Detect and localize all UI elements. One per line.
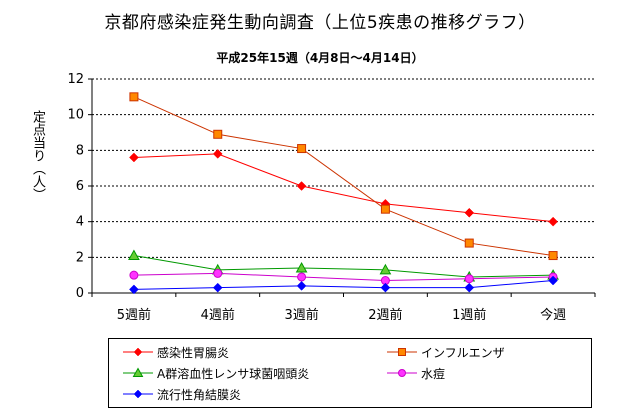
legend-swatch-icon [123, 389, 153, 399]
chart-subtitle: 平成25年15週（4月8日～4月14日） [216, 51, 424, 65]
legend-label: 流行性角結膜炎 [157, 387, 242, 402]
legend-item: インフルエンザ [387, 343, 505, 361]
y-tick-label: 4 [76, 215, 84, 230]
data-point [464, 274, 474, 284]
data-point [213, 129, 223, 139]
data-point [296, 281, 307, 291]
x-tick-label: 5週前 [117, 307, 151, 323]
legend-swatch-icon [123, 367, 153, 377]
data-point [129, 270, 139, 280]
data-point [380, 282, 391, 293]
data-point [548, 275, 558, 286]
legend-swatch-icon [123, 347, 153, 357]
y-axis-label: 定点当り（人） [30, 110, 45, 201]
legend-swatch-icon [387, 369, 417, 377]
data-point [464, 282, 475, 293]
y-tick-label: 2 [76, 250, 84, 265]
series-line [133, 153, 554, 223]
data-point [212, 149, 223, 159]
data-point [464, 238, 474, 248]
y-tick-label: 6 [76, 179, 84, 194]
series-line [133, 272, 554, 282]
legend-label: A群溶血性レンサ球菌咽頭炎 [157, 366, 310, 381]
data-point [128, 249, 140, 261]
data-point [548, 251, 558, 261]
legend-item: 流行性角結膜炎 [123, 385, 241, 403]
data-point [129, 92, 139, 102]
y-tick-label: 0 [76, 286, 84, 301]
legend-item: 水痘 [387, 364, 445, 382]
series-line [133, 96, 554, 257]
data-point [380, 204, 390, 214]
data-point [464, 207, 475, 218]
data-point [379, 263, 392, 275]
y-tick-label: 12 [67, 72, 84, 87]
legend-swatch-icon [387, 348, 417, 356]
series-line [133, 280, 554, 290]
chart-title: 京都府感染症発生動向調査（上位5疾患の推移グラフ） [104, 13, 536, 33]
y-tick-label: 8 [76, 143, 84, 158]
data-point [548, 216, 558, 227]
data-point [129, 284, 139, 295]
data-point [296, 181, 307, 191]
legend-label: 水痘 [421, 366, 446, 381]
x-tick-label: 2週前 [368, 307, 402, 323]
data-point [213, 268, 223, 278]
legend-item: A群溶血性レンサ球菌咽頭炎 [123, 364, 309, 382]
x-tick-label: 4週前 [201, 307, 235, 323]
data-point [297, 272, 307, 282]
x-tick-label: 1週前 [452, 307, 486, 323]
legend-item: 感染性胃腸炎 [123, 343, 229, 361]
data-point [212, 282, 223, 293]
data-point [295, 262, 308, 273]
data-point [129, 152, 139, 163]
series-line [133, 255, 554, 278]
y-tick-label: 10 [67, 108, 84, 123]
legend-label: 感染性胃腸炎 [157, 345, 230, 360]
legend-label: インフルエンザ [421, 345, 505, 360]
x-tick-label: 3週前 [284, 307, 318, 323]
data-point [297, 144, 307, 154]
legend: 感染性胃腸炎 インフルエンザ A群溶血性レンサ球菌咽頭炎 水痘流行性角結膜炎 [108, 338, 592, 408]
x-tick-label: 今週 [540, 307, 566, 323]
